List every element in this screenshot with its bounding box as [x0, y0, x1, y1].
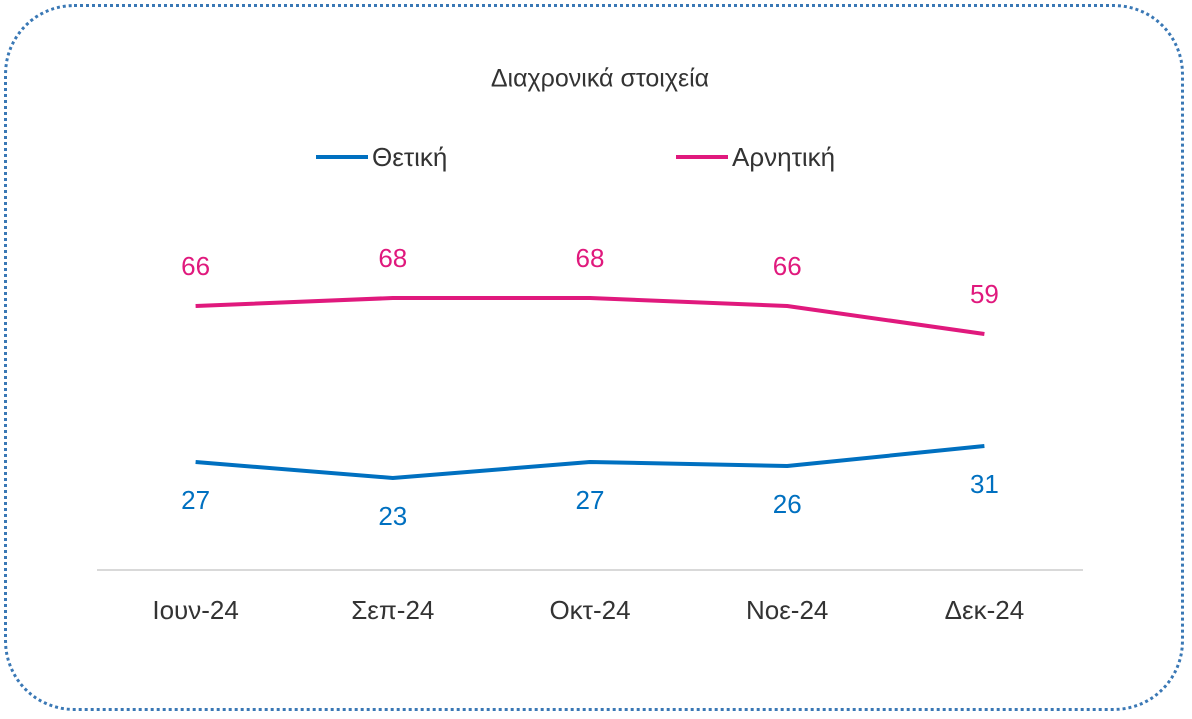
- x-tick-label: Νοε-24: [746, 595, 828, 625]
- data-label: 26: [773, 489, 802, 519]
- data-label: 27: [576, 485, 605, 515]
- data-label: 68: [576, 243, 605, 273]
- frame: [4, 4, 1184, 711]
- x-tick-label: Σεπ-24: [351, 595, 434, 625]
- x-tick-label: Ιουν-24: [152, 595, 238, 625]
- data-label: 23: [378, 501, 407, 531]
- data-label: 27: [181, 485, 210, 515]
- x-tick-label: Οκτ-24: [549, 595, 630, 625]
- series-line: [195, 444, 985, 480]
- data-label: 66: [181, 251, 210, 281]
- data-label: 66: [773, 251, 802, 281]
- x-tick-label: Δεκ-24: [945, 595, 1025, 625]
- data-label: 68: [378, 243, 407, 273]
- data-label: 59: [970, 279, 999, 309]
- series-line: [195, 296, 985, 336]
- data-label: 31: [970, 469, 999, 499]
- legend-label: Αρνητική: [732, 142, 835, 172]
- legend-label: Θετική: [372, 142, 447, 172]
- chart-title: Διαχρονικά στοιχεία: [491, 65, 709, 93]
